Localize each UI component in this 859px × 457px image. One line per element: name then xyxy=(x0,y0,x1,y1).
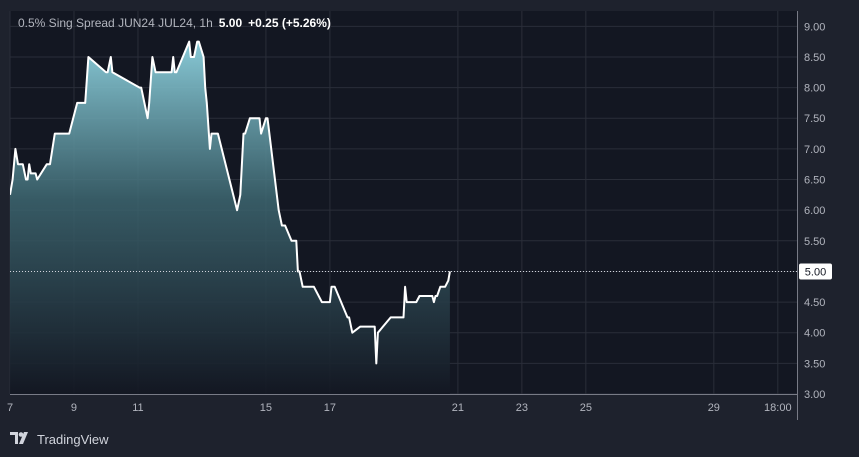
y-tick-label: 7.00 xyxy=(804,144,825,156)
price-axis[interactable]: 9.00 8.50 8.00 7.50 7.00 6.50 6.00 5.50 5.00 4.50… xyxy=(804,21,825,401)
y-tick-label: 6.50 xyxy=(804,175,825,187)
x-tick-label: 25 xyxy=(580,402,592,414)
y-tick-label: 4.00 xyxy=(804,328,825,340)
symbol-title[interactable]: 0.5% Sing Spread JUN24 JUL24, 1h xyxy=(18,16,213,30)
series-area xyxy=(10,41,450,394)
x-tick-label: 21 xyxy=(452,402,464,414)
time-axis[interactable]: 7 9 11 15 17 21 23 25 29 18:00 xyxy=(7,402,792,414)
x-tick-label: 11 xyxy=(132,402,143,414)
x-tick-label: 7 xyxy=(7,402,13,414)
y-tick-label: 7.50 xyxy=(804,113,825,125)
change-value: +0.25 (+5.26%) xyxy=(248,16,331,30)
x-tick-label: 29 xyxy=(708,402,720,414)
y-tick-label: 5.50 xyxy=(804,236,825,248)
y-tick-label: 4.50 xyxy=(804,297,825,309)
x-tick-label: 23 xyxy=(516,402,528,414)
y-tick-label: 3.50 xyxy=(804,358,825,370)
last-price-tag-text: 5.00 xyxy=(805,266,826,278)
chart-legend[interactable]: 0.5% Sing Spread JUN24 JUL24, 1h 5.00 +0.2… xyxy=(18,16,331,30)
x-tick-label: 15 xyxy=(260,402,272,414)
x-tick-label: 18:00 xyxy=(764,402,792,414)
last-value: 5.00 xyxy=(218,16,243,30)
x-tick-label: 17 xyxy=(324,402,336,414)
tradingview-logo-icon xyxy=(10,431,32,447)
y-tick-label: 6.00 xyxy=(804,205,825,217)
y-tick-label: 9.00 xyxy=(804,21,825,33)
brand-name: TradingView xyxy=(37,431,109,447)
y-tick-label: 8.50 xyxy=(804,52,825,64)
series-line xyxy=(10,40,451,365)
tradingview-brand[interactable]: TradingView xyxy=(10,430,109,448)
y-tick-label: 8.00 xyxy=(804,83,825,95)
x-tick-label: 9 xyxy=(71,402,77,414)
y-tick-label: 3.00 xyxy=(804,389,825,401)
last-price-tag: 5.00 xyxy=(799,263,832,280)
